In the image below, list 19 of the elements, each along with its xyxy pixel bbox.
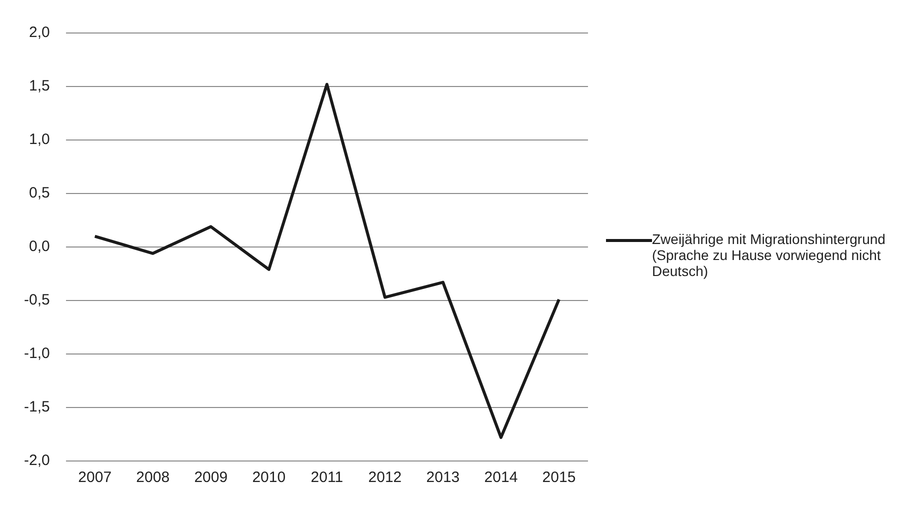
x-tick-label: 2007 [78, 469, 112, 486]
y-tick-label: 0,5 [28, 184, 50, 202]
y-tick-label: 1,5 [28, 78, 50, 95]
y-tick-label: 2,0 [28, 24, 50, 42]
x-tick-label: 2011 [310, 469, 344, 486]
x-tick-label: 2008 [136, 469, 170, 486]
y-tick-label: -0,5 [24, 292, 50, 309]
x-tick-label: 2015 [542, 469, 576, 486]
y-tick-label: 1,0 [28, 131, 50, 148]
x-tick-label: 2010 [252, 469, 286, 486]
y-tick-label: -1,5 [24, 398, 50, 416]
x-tick-label: 2013 [426, 469, 460, 486]
legend-label: Zweijährige mit Migrationshintergrund (Sprache zu Hause vorwiegend nicht Deutsch) [652, 231, 886, 279]
x-tick-label: 2014 [484, 469, 518, 486]
y-tick-label: 0,0 [28, 238, 50, 256]
x-tick-label: 2012 [368, 469, 402, 486]
y-tick-label: -1,0 [24, 345, 50, 362]
x-tick-label: 2009 [194, 469, 228, 486]
y-tick-label: -2,0 [24, 452, 50, 470]
